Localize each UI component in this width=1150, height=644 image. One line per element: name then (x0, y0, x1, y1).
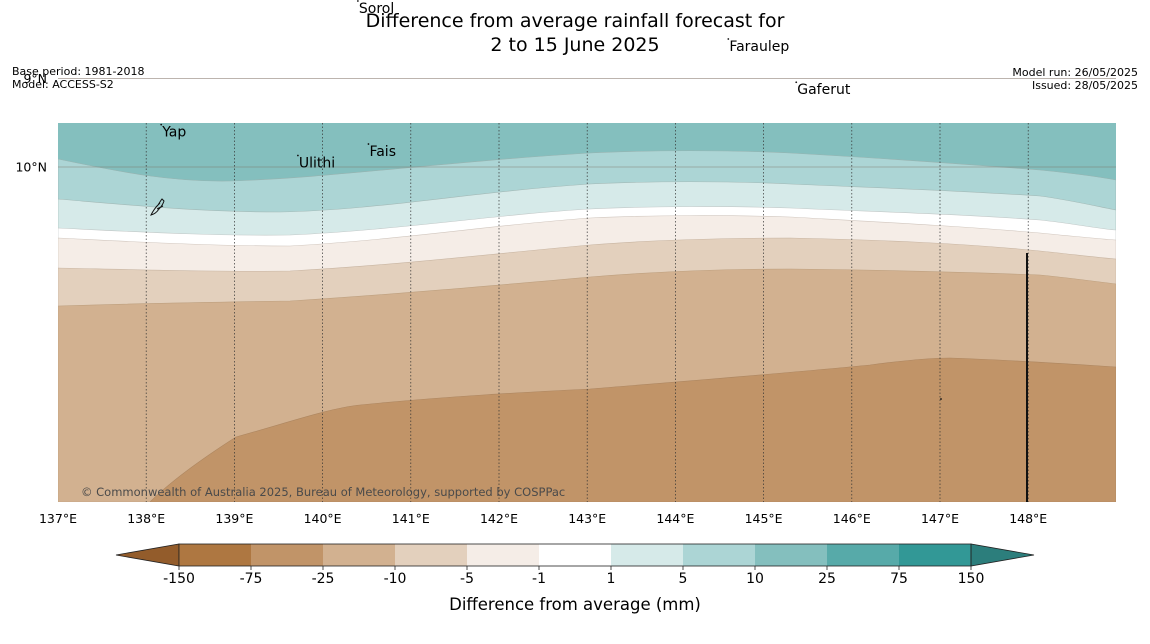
colorbar-swatch (899, 544, 971, 566)
lon-tick-label: 146°E (833, 511, 871, 526)
place-labels: YapUlithiFaisGaferutFaraulepSorolWoleaiI… (160, 0, 942, 400)
island-marker (795, 81, 798, 84)
band-minus25-to-minus75 (149, 357, 1116, 502)
colorbar-swatch (251, 544, 323, 566)
colorbar-label: 5 (679, 571, 688, 587)
title-line-1: Difference from average rainfall forecas… (365, 10, 785, 32)
title-line-2: 2 to 15 June 2025 (490, 34, 660, 56)
place-label-fais: Fais (369, 144, 396, 160)
lon-tick-label: 145°E (745, 511, 783, 526)
colorbar-label: -150 (163, 571, 195, 587)
colorbar-swatch (611, 544, 683, 566)
lon-tick-label: 141°E (392, 511, 430, 526)
place-label-ulithi: Ulithi (299, 156, 335, 172)
colorbar-swatch (827, 544, 899, 566)
colorbar-swatch (467, 544, 539, 566)
place-label-gaferut: Gaferut (797, 82, 851, 98)
island-marker (297, 154, 299, 157)
lon-tick-label: 140°E (304, 511, 342, 526)
island-marker (356, 0, 359, 2)
place-label-faraulep: Faraulep (729, 39, 789, 55)
colorbar: -150 -75 -25 -10 -5 -1 1 5 10 25 75 150 (115, 543, 1035, 587)
colorbar-swatch (683, 544, 755, 566)
base-period-text: Base period: 1981-2018 (12, 65, 145, 78)
island-marker (940, 398, 942, 400)
meta-info-left: Base period: 1981-2018 Model: ACCESS-S2 (12, 65, 144, 91)
colorbar-swatch (179, 544, 251, 566)
colorbar-frame (178, 543, 972, 567)
colorbar-extend-low (115, 543, 180, 567)
lon-tick-label: 142°E (480, 511, 518, 526)
colorbar-label: 25 (818, 571, 836, 587)
colorbar-swatch (323, 544, 395, 566)
colorbar-title: Difference from average (mm) (449, 595, 701, 614)
colorbar-label: 10 (746, 571, 764, 587)
colorbar-label: -25 (312, 571, 335, 587)
model-run-text: Model run: 26/05/2025 (1012, 66, 1138, 79)
lon-tick-label: 144°E (656, 511, 694, 526)
colorbar-swatch (395, 544, 467, 566)
copyright-text: © Commonwealth of Australia 2025, Bureau… (81, 485, 565, 499)
yap-island-outline (150, 198, 165, 216)
place-label-sorol: Sorol (359, 1, 394, 17)
lon-tick-label: 148°E (1009, 511, 1047, 526)
map-title: Difference from average rainfall forecas… (0, 9, 1150, 57)
issued-text: Issued: 28/05/2025 (1031, 79, 1138, 92)
island-marker (727, 38, 730, 40)
colorbar-label: -10 (384, 571, 407, 587)
colorbar-label: 1 (607, 571, 616, 587)
island-marker (367, 143, 370, 145)
lon-tick-label: 143°E (568, 511, 606, 526)
colorbar-swatch (755, 544, 827, 566)
island-marker (160, 123, 163, 126)
lon-tick-label: 137°E (39, 511, 77, 526)
colorbar-extend-high (970, 543, 1035, 567)
lat-tick-label: 10°N (15, 160, 47, 175)
colorbar-label: -75 (240, 571, 263, 587)
model-text: Model: ACCESS-S2 (12, 78, 114, 91)
colorbar-label: -5 (460, 571, 474, 587)
colorbar-label: 150 (958, 571, 985, 587)
colorbar-swatch (539, 544, 611, 566)
graticule (58, 78, 1116, 502)
lon-tick-label: 139°E (215, 511, 253, 526)
meta-info-right: Model run: 26/05/2025 Issued: 28/05/2025 (1012, 66, 1138, 92)
lat-tick-label: 9°N (23, 71, 47, 86)
colorbar-label: -1 (532, 571, 546, 587)
lon-tick-label: 138°E (127, 511, 165, 526)
lon-tick-label: 147°E (921, 511, 959, 526)
place-label-yap: Yap (161, 125, 186, 141)
colorbar-label: 75 (890, 571, 908, 587)
axis-ticks: 137°E 138°E 139°E 140°E 141°E 142°E 143°E 144°E… (15, 71, 1047, 526)
